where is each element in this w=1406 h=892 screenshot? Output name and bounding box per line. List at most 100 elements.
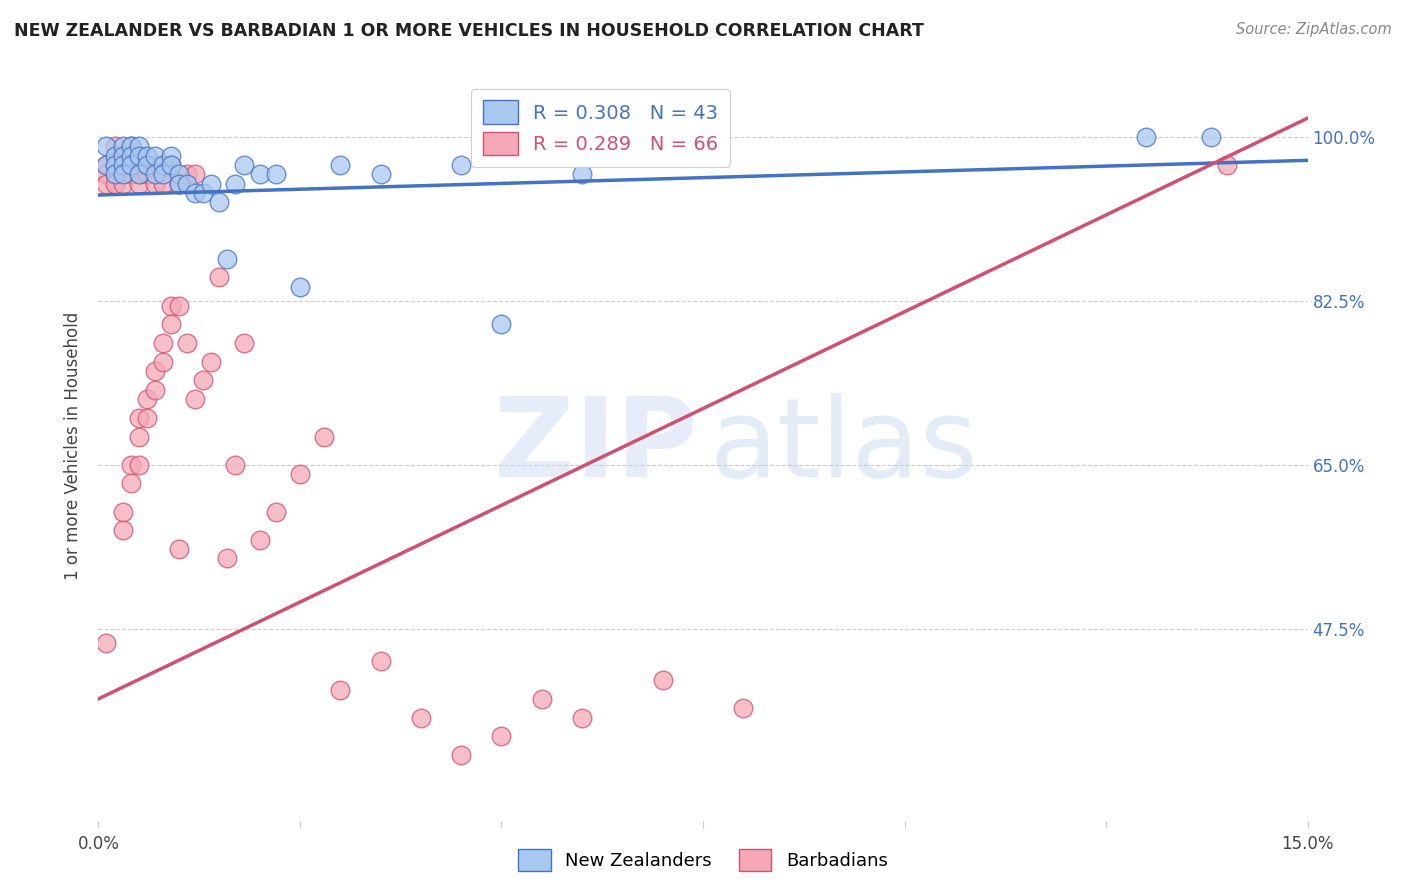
Point [733,701,755,715]
Text: ZIP: ZIP [494,392,697,500]
Point [152,158,174,172]
Point [96,636,118,650]
Point [651,673,673,688]
Point [249,533,271,547]
Point [128,411,150,425]
Point [103,158,125,172]
Point [184,392,207,407]
Point [128,458,150,472]
Point [200,177,222,191]
Point [232,158,254,172]
Point [103,158,125,172]
Point [264,505,287,519]
Point [120,458,142,472]
Point [143,168,166,182]
Point [152,355,174,369]
Point [120,158,142,172]
Point [208,195,231,210]
Point [160,158,183,172]
Point [111,158,134,172]
Point [160,158,183,172]
Point [224,177,246,191]
Point [370,168,392,182]
Point [160,299,183,313]
Point [120,476,142,491]
Point [264,168,287,182]
Point [111,524,134,538]
Point [184,186,207,201]
Point [96,177,118,191]
Point [208,270,231,285]
Point [491,730,513,744]
Point [120,168,142,182]
Point [329,682,352,697]
Point [450,747,472,762]
Point [128,168,150,182]
Point [314,430,336,444]
Point [135,168,157,182]
Point [135,158,157,172]
Point [143,177,166,191]
Point [135,392,157,407]
Point [224,458,246,472]
Point [167,177,190,191]
Point [193,186,215,201]
Y-axis label: 1 or more Vehicles in Household: 1 or more Vehicles in Household [65,312,83,580]
Point [232,336,254,351]
Point [96,139,118,153]
Point [491,318,513,332]
Point [120,158,142,172]
Point [128,149,150,163]
Point [167,299,190,313]
Point [249,168,271,182]
Point [167,168,190,182]
Point [143,364,166,378]
Point [120,139,142,153]
Point [96,168,118,182]
Point [103,177,125,191]
Point [111,168,134,182]
Point [120,149,142,163]
Point [111,505,134,519]
Point [167,542,190,557]
Point [143,149,166,163]
Point [160,318,183,332]
Point [143,383,166,397]
Point [111,139,134,153]
Point [128,177,150,191]
Point [184,168,207,182]
Point [103,168,125,182]
Point [120,139,142,153]
Point [1199,130,1222,145]
Point [135,158,157,172]
Legend: New Zealanders, Barbadians: New Zealanders, Barbadians [510,842,896,879]
Point [135,149,157,163]
Point [103,149,125,163]
Point [288,467,311,482]
Legend: R = 0.308   N = 43, R = 0.289   N = 66: R = 0.308 N = 43, R = 0.289 N = 66 [471,88,730,167]
Point [152,158,174,172]
Point [193,374,215,388]
Point [128,139,150,153]
Point [1216,158,1239,172]
Point [176,336,198,351]
Point [96,158,118,172]
Text: atlas: atlas [709,392,977,500]
Point [111,149,134,163]
Point [96,158,118,172]
Point [160,149,183,163]
Point [176,168,198,182]
Point [111,149,134,163]
Text: NEW ZEALANDER VS BARBADIAN 1 OR MORE VEHICLES IN HOUSEHOLD CORRELATION CHART: NEW ZEALANDER VS BARBADIAN 1 OR MORE VEH… [14,22,924,40]
Point [128,430,150,444]
Point [111,158,134,172]
Point [167,177,190,191]
Point [1135,130,1157,145]
Point [329,158,352,172]
Point [409,711,432,725]
Point [103,139,125,153]
Point [288,280,311,294]
Point [135,411,157,425]
Point [128,168,150,182]
Point [450,158,472,172]
